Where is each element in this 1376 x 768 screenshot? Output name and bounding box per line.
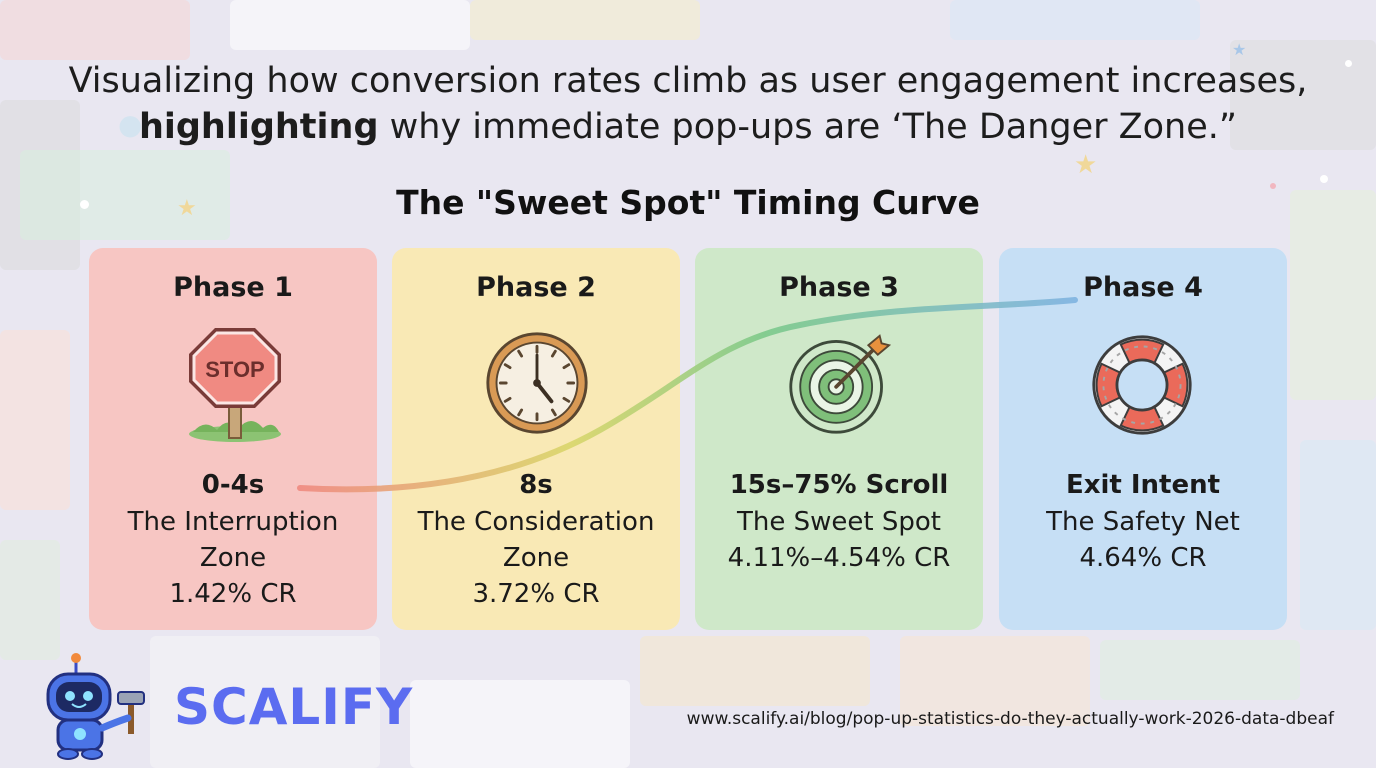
phase-4-rate: 4.64% CR [1079, 543, 1207, 573]
phase-4-description: The Safety Net 4.64% CR [1009, 504, 1277, 576]
phase-3-description: The Sweet Spot 4.11%–4.54% CR [705, 504, 973, 576]
scalify-mascot-icon [46, 653, 145, 760]
subtitle-line-2: highlighting why immediate pop-ups are ‘… [0, 104, 1376, 150]
phase-1-zone-line-1: The Interruption [127, 507, 339, 537]
phase-2-card: Phase 2 8s The Consideration Zone 3.72% … [392, 248, 680, 630]
diagram-title: The "Sweet Spot" Timing Curve [396, 183, 980, 222]
phase-1-label: Phase 1 [173, 272, 293, 303]
phase-2-label: Phase 2 [476, 272, 596, 303]
phase-3-timing: 15s–75% Scroll [729, 470, 949, 500]
subtitle: Visualizing how conversion rates climb a… [0, 58, 1376, 150]
phase-2-description: The Consideration Zone 3.72% CR [402, 504, 670, 612]
stop-sign-text: STOP [205, 357, 265, 382]
phase-2-rate: 3.72% CR [472, 579, 600, 609]
brand-logo-text: SCALIFY [174, 678, 414, 736]
subtitle-highlight: highlighting [138, 107, 379, 147]
target-icon [789, 334, 891, 434]
stop-sign-icon: STOP [189, 328, 281, 442]
subtitle-line-2-rest: why immediate pop-ups are ‘The Danger Zo… [378, 107, 1238, 147]
phase-2-timing: 8s [519, 470, 553, 500]
clock-icon [486, 332, 588, 434]
phase-2-zone-line-1: The Consideration [417, 507, 655, 537]
phase-3-card: Phase 3 15s–75% Scroll The Sweet Spot 4.… [695, 248, 983, 630]
phase-3-label: Phase 3 [779, 272, 899, 303]
phase-1-zone-line-2: Zone [199, 543, 267, 573]
phase-4-label: Phase 4 [1083, 272, 1203, 303]
phase-1-description: The Interruption Zone 1.42% CR [99, 504, 367, 612]
timing-curve-line [297, 297, 1078, 493]
phase-3-rate: 4.11%–4.54% CR [727, 543, 951, 573]
phase-2-zone-line-2: Zone [502, 543, 570, 573]
source-url[interactable]: www.scalify.ai/blog/pop-up-statistics-do… [686, 709, 1334, 729]
subtitle-line-1: Visualizing how conversion rates climb a… [68, 61, 1308, 101]
phase-4-card: Phase 4 Exit Intent The Safety Net 4.64%… [999, 248, 1287, 630]
phase-1-timing: 0-4s [201, 470, 265, 500]
phase-1-card: Phase 1 STOP 0-4s The Interruption Zone … [89, 248, 377, 630]
phase-4-zone-line-1: The Safety Net [1046, 507, 1240, 537]
phase-4-timing: Exit Intent [1065, 470, 1221, 500]
phase-3-zone-line-1: The Sweet Spot [737, 507, 941, 537]
life-ring-icon [1092, 335, 1192, 435]
phase-1-rate: 1.42% CR [169, 579, 297, 609]
